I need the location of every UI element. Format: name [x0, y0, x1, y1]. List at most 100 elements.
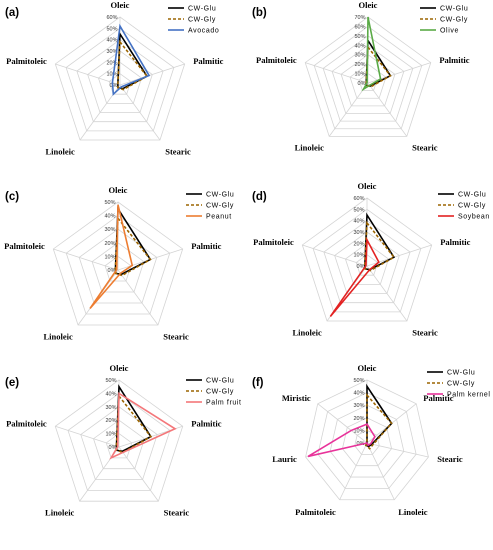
tick-label: 60% [354, 24, 365, 30]
axis-label: Linoleic [292, 327, 322, 337]
grid-ring [323, 220, 411, 304]
tick-label: 50% [353, 378, 364, 384]
series-line [329, 236, 380, 317]
axis-label: Linoleic [398, 507, 428, 517]
tick-label: 40% [354, 43, 365, 49]
radar-panel: (d) 0% 10% 20% 30% 40% 50% 60% Oleic Palmitic Stea… [252, 181, 490, 337]
tick-label: 60% [353, 196, 364, 202]
legend-entry: Soybean [458, 214, 490, 221]
series-line [111, 23, 151, 96]
grid-ring [344, 242, 390, 285]
legend-entry: CW-Glu [458, 192, 486, 199]
grid-ring [67, 392, 171, 491]
grid-ring [329, 404, 405, 478]
axis-spoke [117, 269, 159, 326]
axis-label: Oleic [358, 181, 377, 191]
tick-label: 50% [106, 26, 117, 32]
panel-letter: (f) [252, 377, 264, 389]
series-line [115, 393, 153, 454]
panel-letter: (c) [5, 191, 19, 203]
axis-spoke [367, 82, 408, 137]
axis-label: Stearic [412, 327, 438, 337]
axis-label: Palmitoleic [6, 56, 47, 66]
grid-ring [52, 201, 184, 326]
axis-spoke [119, 63, 185, 86]
grid-ring [65, 27, 175, 132]
axis-spoke [339, 442, 368, 500]
grid-ring [341, 417, 393, 467]
panel-letter: (d) [252, 191, 267, 203]
grid-ring [78, 228, 158, 304]
axis-label: Miristic [282, 393, 311, 403]
panel-letter: (a) [5, 7, 19, 19]
tick-label: 10% [354, 72, 365, 78]
legend-entry: CW-Glu [440, 6, 468, 13]
axis-label: Linoleic [43, 331, 73, 341]
tick-label: 0% [358, 81, 366, 87]
legend-entry: Olive [440, 28, 459, 35]
tick-label: 10% [353, 253, 364, 259]
grid-ring [54, 379, 184, 502]
tick-label: 40% [104, 214, 115, 220]
tick-label: 30% [353, 230, 364, 236]
tick-label: 50% [104, 200, 115, 206]
legend-entry: Peanut [206, 214, 232, 221]
panel-letter: (e) [5, 377, 19, 389]
grid-ring [105, 433, 133, 459]
radar-panel: (c) 0% 10% 20% 30% 40% 50% Oleic Palmitic Stearic… [4, 185, 234, 341]
grid-ring [304, 16, 432, 137]
axis-label: Palmitoleic [295, 507, 336, 517]
series-line [109, 391, 177, 460]
tick-label: 50% [353, 207, 364, 213]
tick-label: 70% [354, 15, 365, 21]
tick-label: 0% [109, 445, 117, 451]
tick-label: 40% [106, 38, 117, 44]
tick-label: 10% [106, 72, 117, 78]
axis-spoke [119, 84, 161, 141]
legend-entry: CW-Glu [447, 370, 475, 377]
tick-label: 30% [354, 53, 365, 59]
tick-label: 10% [105, 432, 116, 438]
axis-spoke [366, 244, 432, 267]
legend-entry: CW-Gly [206, 203, 234, 210]
tick-label: 20% [104, 241, 115, 247]
tick-label: 20% [106, 60, 117, 66]
axis-label: Oleic [359, 0, 378, 10]
series-line [89, 204, 134, 310]
legend-entry: CW-Gly [188, 17, 216, 24]
axis-label: Lauric [272, 454, 297, 464]
axis-label: Stearic [163, 331, 189, 341]
grid-ring [91, 242, 145, 293]
grid-ring [322, 35, 414, 122]
axis-label: Oleic [111, 0, 130, 10]
axis-spoke [328, 82, 369, 137]
grid-ring [108, 73, 132, 95]
series-line [117, 31, 149, 90]
axis-label: Stearic [164, 507, 190, 517]
tick-label: 30% [105, 405, 116, 411]
tick-label: 30% [353, 403, 364, 409]
tick-label: 40% [105, 391, 116, 397]
axis-label: Oleic [358, 363, 377, 373]
axis-spoke [118, 446, 159, 502]
tick-label: 60% [106, 15, 117, 21]
grid-ring [358, 73, 378, 92]
axis-spoke [305, 62, 369, 84]
tick-label: 40% [353, 219, 364, 225]
tick-label: 30% [106, 49, 117, 55]
legend-entry: CW-Glu [206, 192, 234, 199]
axis-spoke [366, 442, 395, 500]
tick-label: 20% [353, 241, 364, 247]
legend-entry: CW-Gly [206, 389, 234, 396]
tick-label: 10% [104, 254, 115, 260]
axis-label: Palmitoleic [256, 55, 297, 65]
axis-label: Palmitoleic [253, 237, 294, 247]
legend-entry: CW-Gly [440, 17, 468, 24]
axis-label: Stearic [412, 143, 438, 153]
grid-ring [334, 231, 400, 294]
axis-spoke [302, 244, 368, 267]
series-line [361, 16, 382, 92]
axis-label: Palmitic [193, 56, 223, 66]
axis-label: Palmitoleic [4, 241, 45, 251]
